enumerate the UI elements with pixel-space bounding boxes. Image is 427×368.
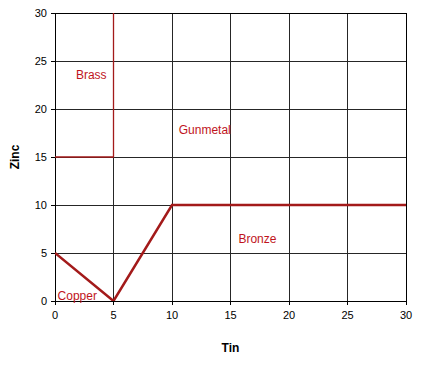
y-tick-label: 0 <box>41 295 47 307</box>
x-tick-label: 5 <box>110 309 116 321</box>
y-axis-label: Zinc <box>8 144 22 169</box>
y-tick <box>51 253 55 254</box>
annotation: Brass <box>76 68 107 82</box>
x-tick <box>172 301 173 305</box>
annotation: Gunmetal <box>179 123 231 137</box>
y-tick <box>51 109 55 110</box>
x-tick <box>289 301 290 305</box>
plot-frame <box>55 13 406 301</box>
chart-container: 0 5 10 15 20 25 30 0 5 10 15 20 25 30 Brass Gunmetal Bro… <box>0 0 427 368</box>
x-tick-label: 10 <box>166 309 178 321</box>
y-grid-line <box>55 109 406 110</box>
x-tick <box>113 301 114 305</box>
x-axis-label: Tin <box>222 341 240 355</box>
y-tick <box>51 301 55 302</box>
x-tick-label: 0 <box>52 309 58 321</box>
grid <box>51 13 406 305</box>
series-group <box>55 13 406 301</box>
y-tick <box>51 61 55 62</box>
y-tick <box>51 157 55 158</box>
y-tick-label: 15 <box>35 151 47 163</box>
series-line <box>55 205 406 301</box>
x-tick <box>406 301 407 305</box>
x-tick <box>55 301 56 305</box>
chart-svg: 0 5 10 15 20 25 30 0 5 10 15 20 25 30 Brass Gunmetal Bro… <box>0 0 427 368</box>
series-line <box>55 13 114 157</box>
y-tick-label: 20 <box>35 103 47 115</box>
annotation: Copper <box>58 289 97 303</box>
x-tick-label: 15 <box>224 309 236 321</box>
y-grid-line <box>55 61 406 62</box>
y-tick <box>51 205 55 206</box>
x-tick-label: 20 <box>283 309 295 321</box>
y-tick-label: 25 <box>35 55 47 67</box>
y-tick-label: 10 <box>35 199 47 211</box>
y-grid-line <box>55 253 406 254</box>
x-tick-label: 30 <box>400 309 412 321</box>
y-tick <box>51 13 55 14</box>
annotation: Bronze <box>238 232 276 246</box>
x-tick <box>347 301 348 305</box>
x-tick-label: 25 <box>341 309 353 321</box>
y-tick-label: 30 <box>35 7 47 19</box>
y-tick-label: 5 <box>41 247 47 259</box>
x-tick <box>230 301 231 305</box>
